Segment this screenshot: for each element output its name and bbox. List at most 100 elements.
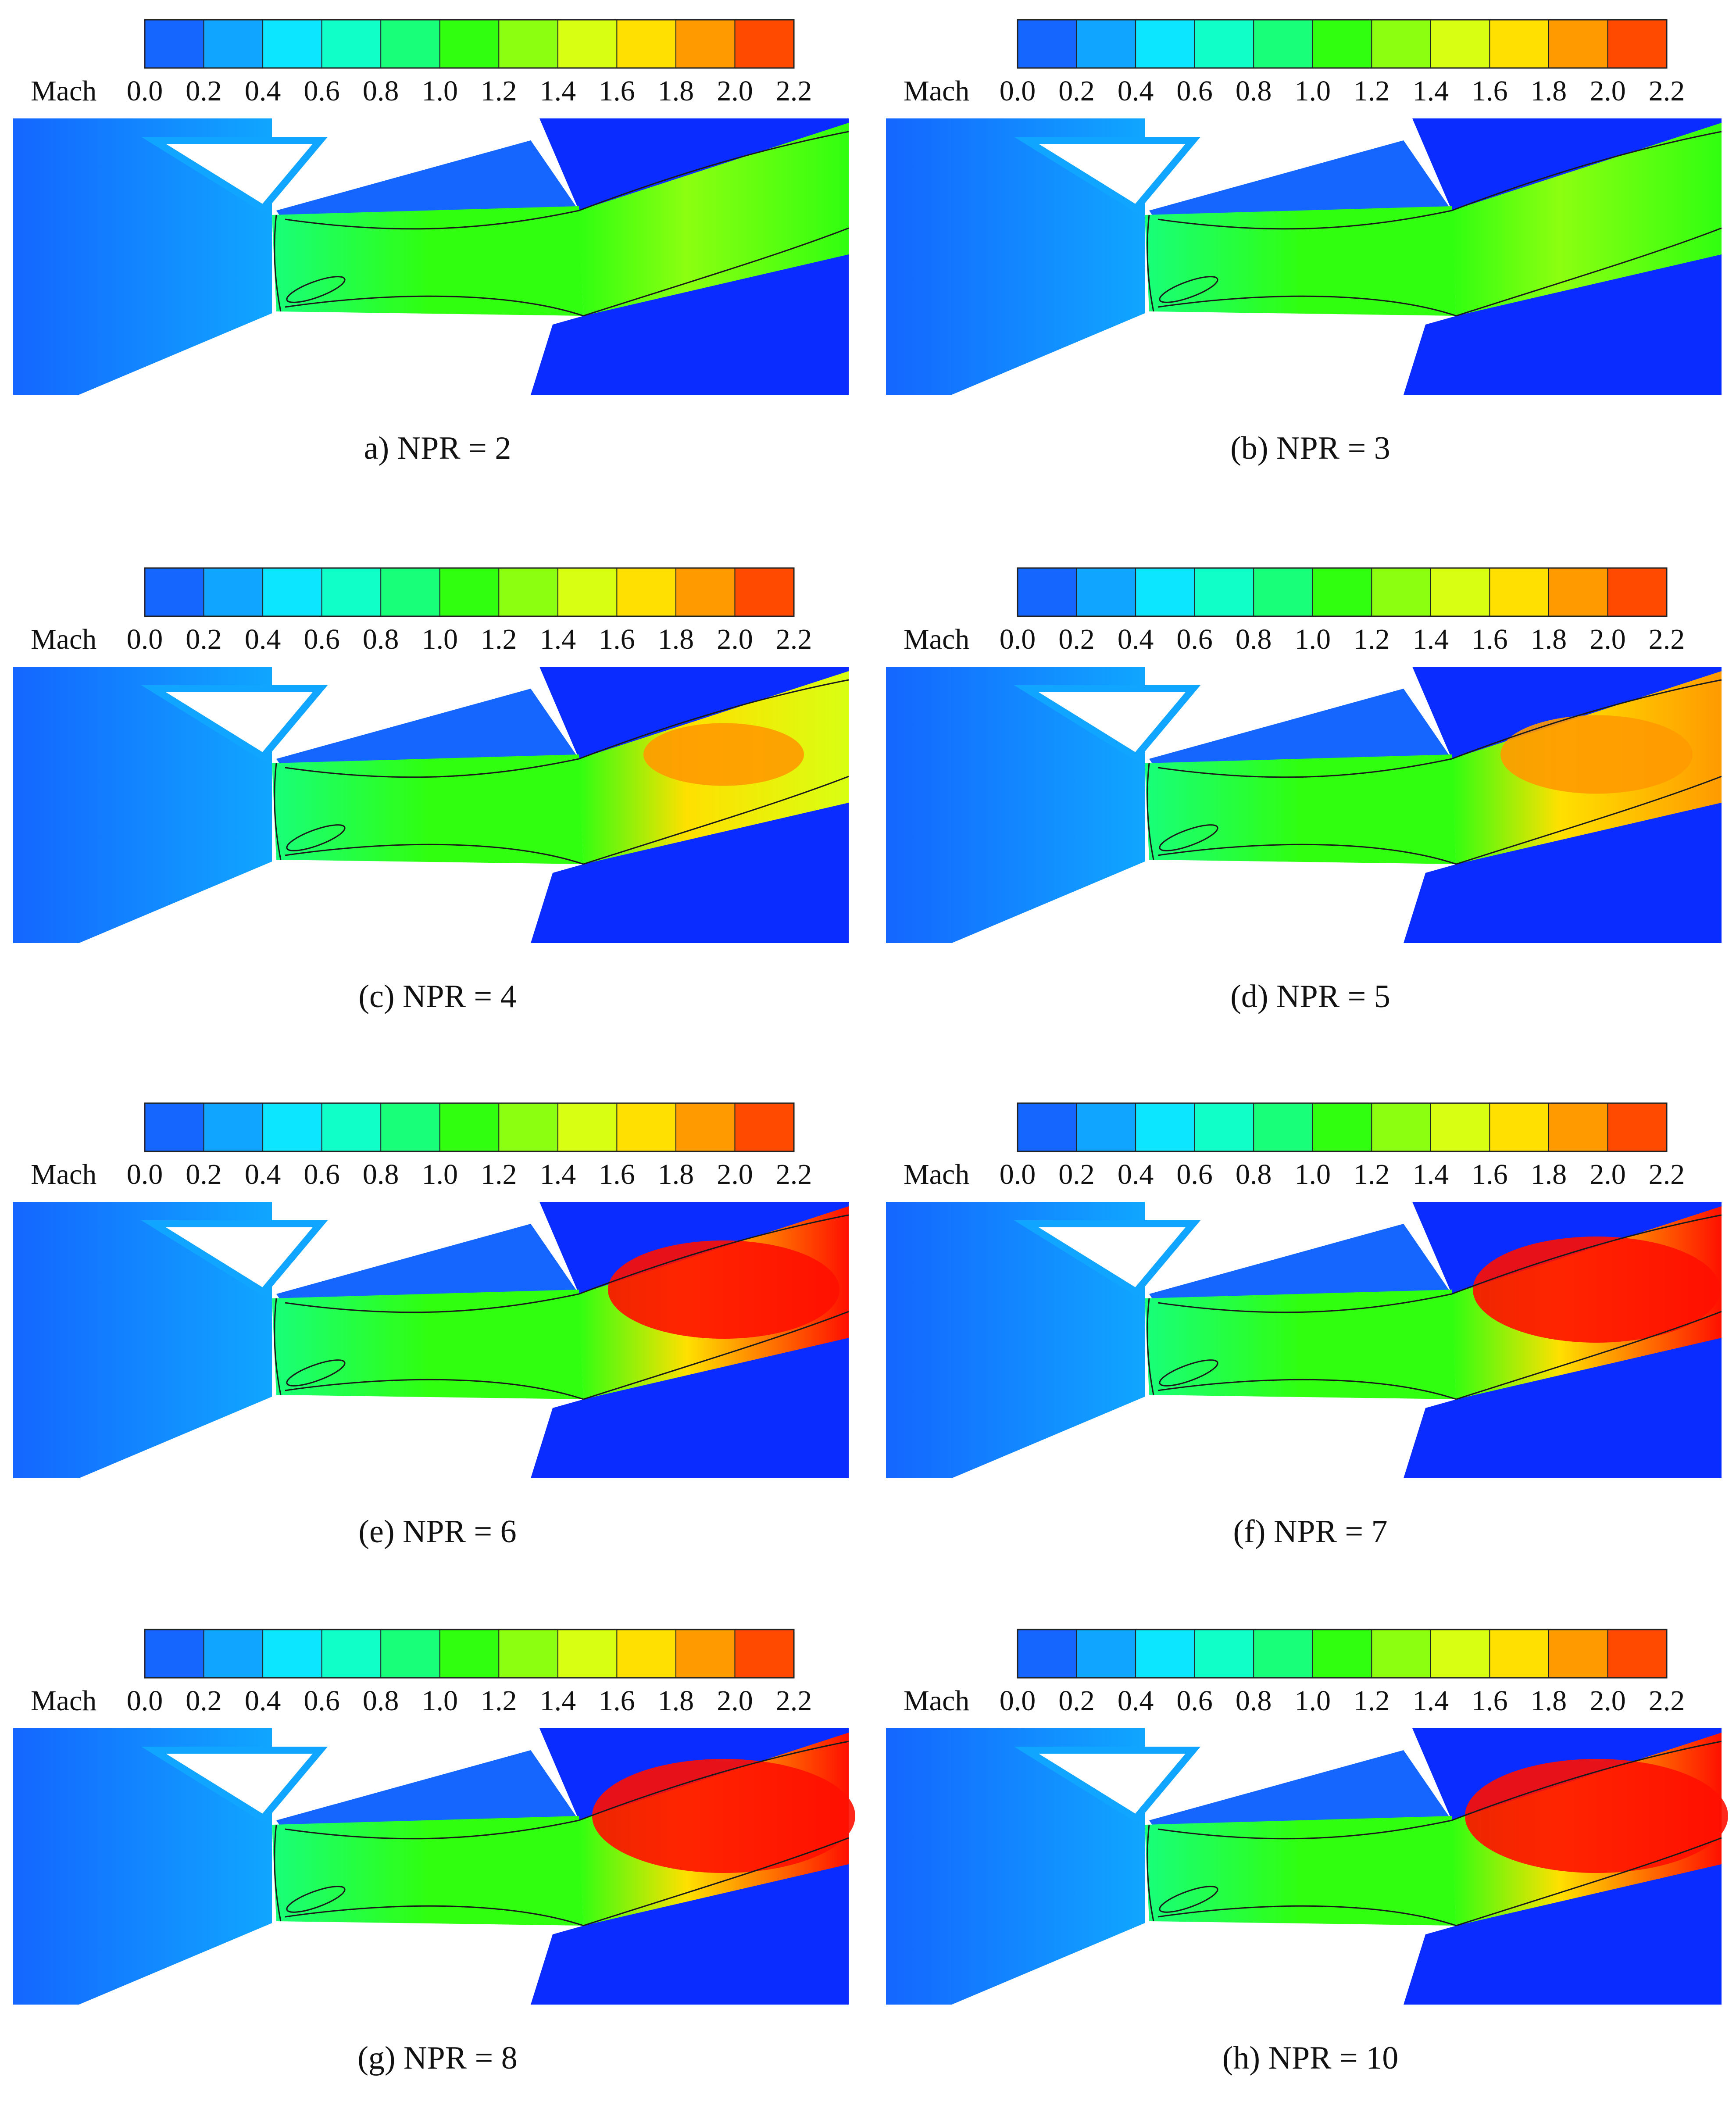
contour-panel: Mach 0.0 0.2 0.4 0.6 0.8 1.0 1.2 1.4 1.6 1.8 2.0 2.2… <box>13 9 862 513</box>
mach-contour-plot <box>13 1102 849 1478</box>
lower-wall <box>79 311 531 395</box>
supersonic-core <box>592 1759 855 1873</box>
colorbar-tick-label: 0.2 <box>186 75 222 107</box>
colorbar-tick-label: 1.8 <box>1530 75 1567 107</box>
colorbar-tick-label: 1.6 <box>1472 75 1508 107</box>
separation-region <box>276 689 579 772</box>
colorbar-tick-label: 1.4 <box>1412 1158 1449 1190</box>
duct-flow-region <box>1145 206 1456 316</box>
colorbar-segment <box>1254 1103 1313 1151</box>
colorbar-segment <box>1136 20 1195 68</box>
colorbar-title: Mach <box>31 623 97 655</box>
lower-wall <box>952 311 1404 395</box>
triangular-strut <box>1014 137 1201 213</box>
colorbar-segment <box>735 568 794 616</box>
colorbar-segment <box>1548 20 1608 68</box>
colorbar-tick-label: 0.6 <box>1176 75 1213 107</box>
colorbar-tick-label: 1.4 <box>539 75 576 107</box>
supersonic-core <box>1500 715 1693 794</box>
colorbar-segment <box>1548 1630 1608 1678</box>
colorbar-tick-label: 0.8 <box>1235 623 1272 655</box>
mach-colorbar <box>1017 567 1668 617</box>
lower-wall <box>952 860 1404 943</box>
colorbar-segment <box>557 1103 618 1151</box>
separation-region <box>276 1750 579 1834</box>
colorbar-segment <box>145 20 204 68</box>
colorbar-tick-label: 2.2 <box>775 623 812 655</box>
colorbar-tick-label: 0.2 <box>186 1685 222 1717</box>
colorbar-segment <box>1548 568 1608 616</box>
colorbar-tick-label: 0.4 <box>1117 1685 1154 1717</box>
colorbar-segment <box>381 568 440 616</box>
supersonic-core <box>643 723 804 786</box>
lower-ambient-region <box>531 1851 849 2005</box>
colorbar-segment <box>1254 1630 1313 1678</box>
colorbar-tick-label: 0.0 <box>999 623 1036 655</box>
colorbar-tick-label: 1.8 <box>1530 1158 1567 1190</box>
colorbar-segment <box>1312 568 1372 616</box>
colorbar-tick-label: 0.6 <box>304 1158 340 1190</box>
colorbar-segment <box>1490 568 1549 616</box>
colorbar-tick-label: 0.4 <box>244 1158 281 1190</box>
colorbar-tick-label: 0.2 <box>186 1158 222 1190</box>
colorbar-tick-label: 0.6 <box>1176 623 1213 655</box>
inlet-region <box>886 1728 1145 2005</box>
colorbar-tick-label: 1.8 <box>1530 1685 1567 1717</box>
colorbar-tick-label: 0.4 <box>244 623 281 655</box>
lower-ambient-region <box>1404 1851 1722 2005</box>
colorbar-segment <box>735 20 794 68</box>
mach-contour-plot <box>13 567 849 943</box>
colorbar-segment <box>439 568 500 616</box>
supersonic-core <box>608 1240 839 1339</box>
contour-panel: Mach 0.0 0.2 0.4 0.6 0.8 1.0 1.2 1.4 1.6 1.8 2.0 2.2… <box>886 9 1735 513</box>
colorbar-tick-label: 1.6 <box>599 1685 635 1717</box>
duct-flow-region <box>272 206 583 316</box>
mach-contour-plot <box>886 1102 1722 1478</box>
colorbar-tick-label: 0.4 <box>1117 1158 1154 1190</box>
contour-panel: Mach 0.0 0.2 0.4 0.6 0.8 1.0 1.2 1.4 1.6 1.8 2.0 2.2… <box>13 557 862 1062</box>
triangular-strut <box>141 1220 328 1297</box>
colorbar-segment <box>617 1103 676 1151</box>
colorbar-segment <box>499 1630 558 1678</box>
colorbar-segment <box>439 20 500 68</box>
colorbar-tick-label: 2.0 <box>717 1158 753 1190</box>
inlet-region <box>886 667 1145 943</box>
colorbar-segment <box>557 568 618 616</box>
mach-contour-plot <box>886 1629 1728 2005</box>
colorbar-tick-label: 1.6 <box>599 623 635 655</box>
colorbar-tick-label: 1.8 <box>657 75 694 107</box>
colorbar-segment <box>1607 1103 1667 1151</box>
colorbar-tick-label: 2.0 <box>1590 623 1626 655</box>
panel-caption: (b) NPR = 3 <box>1230 430 1390 466</box>
lower-ambient-region <box>1404 241 1722 395</box>
colorbar-tick-label: 1.4 <box>539 1685 576 1717</box>
colorbar-tick-label: 2.2 <box>775 75 812 107</box>
colorbar-tick-label: 1.0 <box>1294 75 1331 107</box>
triangular-strut <box>1014 685 1201 761</box>
colorbar-segment <box>617 568 676 616</box>
colorbar-segment <box>675 568 736 616</box>
exit-jet-plume <box>579 123 849 316</box>
colorbar-segment <box>145 1630 204 1678</box>
colorbar-tick-label: 1.4 <box>1412 75 1449 107</box>
mach-colorbar <box>144 19 795 69</box>
colorbar-tick-label: 1.2 <box>481 75 517 107</box>
colorbar-segment <box>1076 1630 1136 1678</box>
colorbar-tick-label: 0.0 <box>126 623 163 655</box>
exit-jet-plume <box>1452 123 1722 316</box>
colorbar-segment <box>1018 1103 1077 1151</box>
lower-ambient-region <box>531 241 849 395</box>
colorbar-tick-label: 0.4 <box>1117 75 1154 107</box>
colorbar-tick-label: 1.0 <box>1294 1158 1331 1190</box>
colorbar-tick-label: 1.6 <box>1472 623 1508 655</box>
mach-colorbar <box>1017 1629 1668 1679</box>
inlet-region <box>886 1202 1145 1478</box>
panel-caption: (e) NPR = 6 <box>358 1514 517 1550</box>
colorbar-tick-label: 0.6 <box>1176 1685 1213 1717</box>
colorbar-tick-label: 2.0 <box>717 1685 753 1717</box>
mach-contour-plot <box>13 19 849 395</box>
colorbar-segment <box>1254 20 1313 68</box>
lower-wall <box>952 1921 1404 2005</box>
mach-colorbar <box>1017 1102 1668 1152</box>
upper-ambient-region <box>539 118 849 211</box>
